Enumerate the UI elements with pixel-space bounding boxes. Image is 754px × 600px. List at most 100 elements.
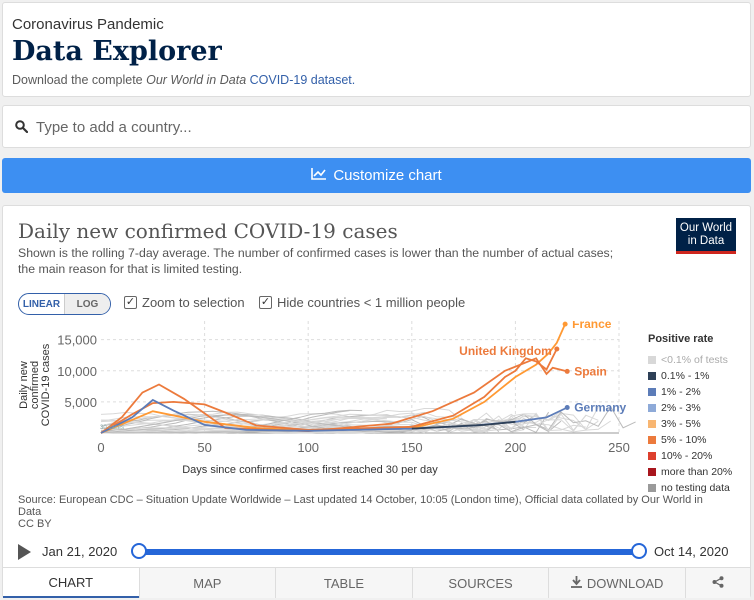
legend-item[interactable]: 5% - 10%	[648, 434, 707, 446]
line-chart: 5,000 10,000 15,000 0 50 100 150 200 250 Daily ne…	[18, 321, 636, 476]
legend-swatch	[648, 420, 656, 428]
series-endpoint	[564, 368, 570, 374]
tab-sources[interactable]: SOURCES	[411, 568, 549, 598]
timeline-start-handle[interactable]	[131, 543, 147, 559]
tab-table[interactable]: TABLE	[275, 568, 412, 598]
customize-chart-button[interactable]: Customize chart	[2, 158, 751, 193]
header-card: Coronavirus Pandemic Data Explorer Downl…	[2, 2, 751, 97]
y-tick-label: 5,000	[64, 395, 97, 410]
chart-card: Daily new confirmed COVID-19 cases Shown…	[2, 205, 751, 598]
search-input[interactable]	[36, 115, 736, 139]
tab-bar: CHART MAP TABLE SOURCES DOWNLOAD	[3, 567, 750, 598]
chart-title: Daily new confirmed COVID-19 cases	[18, 219, 398, 243]
x-tick-label: 250	[608, 440, 630, 455]
tab-label: CHART	[48, 574, 94, 590]
license-line: CC BY	[18, 518, 52, 530]
y-tick-label: 15,000	[57, 333, 97, 348]
x-axis-label: Days since confirmed cases first reached…	[182, 464, 438, 476]
x-tick-label: 150	[401, 440, 423, 455]
legend-swatch	[648, 436, 656, 444]
x-tick-label: 200	[505, 440, 527, 455]
download-icon	[570, 575, 582, 591]
series-label: United Kingdom	[459, 344, 552, 358]
dataset-link[interactable]: COVID-19 dataset.	[249, 73, 356, 87]
tab-label: MAP	[193, 575, 222, 591]
logo-line-1: Our World	[679, 222, 733, 234]
background-country-line	[100, 413, 375, 434]
hide-small-countries-checkbox[interactable]: ✓ Hide countries < 1 million people	[259, 295, 465, 310]
share-icon	[712, 575, 724, 591]
logo-line-2: in Data	[687, 235, 725, 247]
page-title: Data Explorer	[12, 36, 222, 67]
series-line-spain	[100, 357, 568, 434]
legend-swatch	[648, 484, 656, 492]
legend-label: 1% - 2%	[661, 386, 701, 398]
legend-item[interactable]: no testing data	[648, 482, 730, 494]
zoom-label: Zoom to selection	[142, 295, 245, 310]
legend-swatch	[648, 404, 656, 412]
series-line-united-kingdom	[100, 348, 558, 434]
chart-subtitle: Shown is the rolling 7-day average. The …	[18, 246, 614, 276]
source-line: Source: European CDC – Situation Update …	[18, 494, 703, 518]
legend-item[interactable]: more than 20%	[648, 466, 732, 478]
checkmark-icon: ✓	[124, 296, 137, 309]
series-endpoint	[564, 404, 570, 410]
series-label: France	[572, 321, 612, 331]
timeline-end-date: Oct 14, 2020	[654, 544, 729, 559]
download-line: Download the complete Our World in Data …	[12, 73, 355, 87]
legend-swatch	[648, 356, 656, 364]
hide-label: Hide countries < 1 million people	[277, 295, 466, 310]
series-line-france	[100, 323, 566, 434]
scale-log-button[interactable]: LOG	[65, 294, 110, 314]
legend-label: 3% - 5%	[661, 418, 701, 430]
series-label: Spain	[574, 364, 607, 378]
search-icon	[15, 120, 29, 138]
x-tick-label: 0	[97, 440, 104, 455]
legend-title: Positive rate	[648, 333, 714, 345]
download-owid: Our World in Data	[146, 73, 247, 87]
tab-label: DOWNLOAD	[586, 575, 664, 591]
tab-label: SOURCES	[448, 575, 513, 591]
legend-label: 5% - 10%	[661, 434, 707, 446]
x-tick-label: 100	[297, 440, 319, 455]
background-country-line	[100, 419, 363, 433]
legend-item[interactable]: 2% - 3%	[648, 402, 701, 414]
timeline-end-handle[interactable]	[631, 543, 647, 559]
legend-item[interactable]: <0.1% of tests	[648, 354, 728, 366]
tab-label: TABLE	[323, 575, 365, 591]
timeline-start-date: Jan 21, 2020	[42, 544, 118, 559]
checkmark-icon: ✓	[259, 296, 272, 309]
series-label: Germany	[574, 400, 626, 414]
timeline-track[interactable]	[139, 549, 639, 555]
annotation-label: 30 cases	[100, 425, 124, 431]
series-endpoint	[554, 346, 560, 352]
chart-line-icon	[311, 167, 327, 184]
tab-chart[interactable]: CHART	[3, 568, 139, 598]
scale-toggle[interactable]: LINEAR LOG	[18, 293, 111, 315]
y-axis-label: Daily newconfirmedCOVID-19 cases	[18, 343, 52, 426]
legend-item[interactable]: 1% - 2%	[648, 386, 701, 398]
scale-linear-button[interactable]: LINEAR	[19, 294, 65, 314]
source-text: Source: European CDC – Situation Update …	[18, 494, 718, 530]
legend-item[interactable]: 0.1% - 1%	[648, 370, 709, 382]
series-endpoint	[562, 321, 568, 327]
legend-label: 10% - 20%	[661, 450, 713, 462]
legend-label: more than 20%	[661, 466, 733, 478]
search-bar[interactable]	[2, 105, 751, 148]
customize-label: Customize chart	[333, 167, 442, 184]
page-subtitle: Coronavirus Pandemic	[12, 16, 164, 33]
zoom-to-selection-checkbox[interactable]: ✓ Zoom to selection	[124, 295, 245, 310]
tab-map[interactable]: MAP	[138, 568, 276, 598]
legend-label: <0.1% of tests	[661, 354, 728, 366]
x-tick-label: 50	[197, 440, 211, 455]
legend-label: no testing data	[661, 482, 730, 494]
legend-item[interactable]: 3% - 5%	[648, 418, 701, 430]
timeline: Jan 21, 2020 Oct 14, 2020	[18, 543, 738, 563]
tab-share[interactable]	[684, 568, 750, 598]
legend-item[interactable]: 10% - 20%	[648, 450, 712, 462]
play-icon[interactable]	[18, 544, 31, 560]
owid-logo[interactable]: Our World in Data	[676, 218, 736, 254]
tab-download[interactable]: DOWNLOAD	[548, 568, 685, 598]
legend-swatch	[648, 372, 656, 380]
legend-swatch	[648, 388, 656, 396]
